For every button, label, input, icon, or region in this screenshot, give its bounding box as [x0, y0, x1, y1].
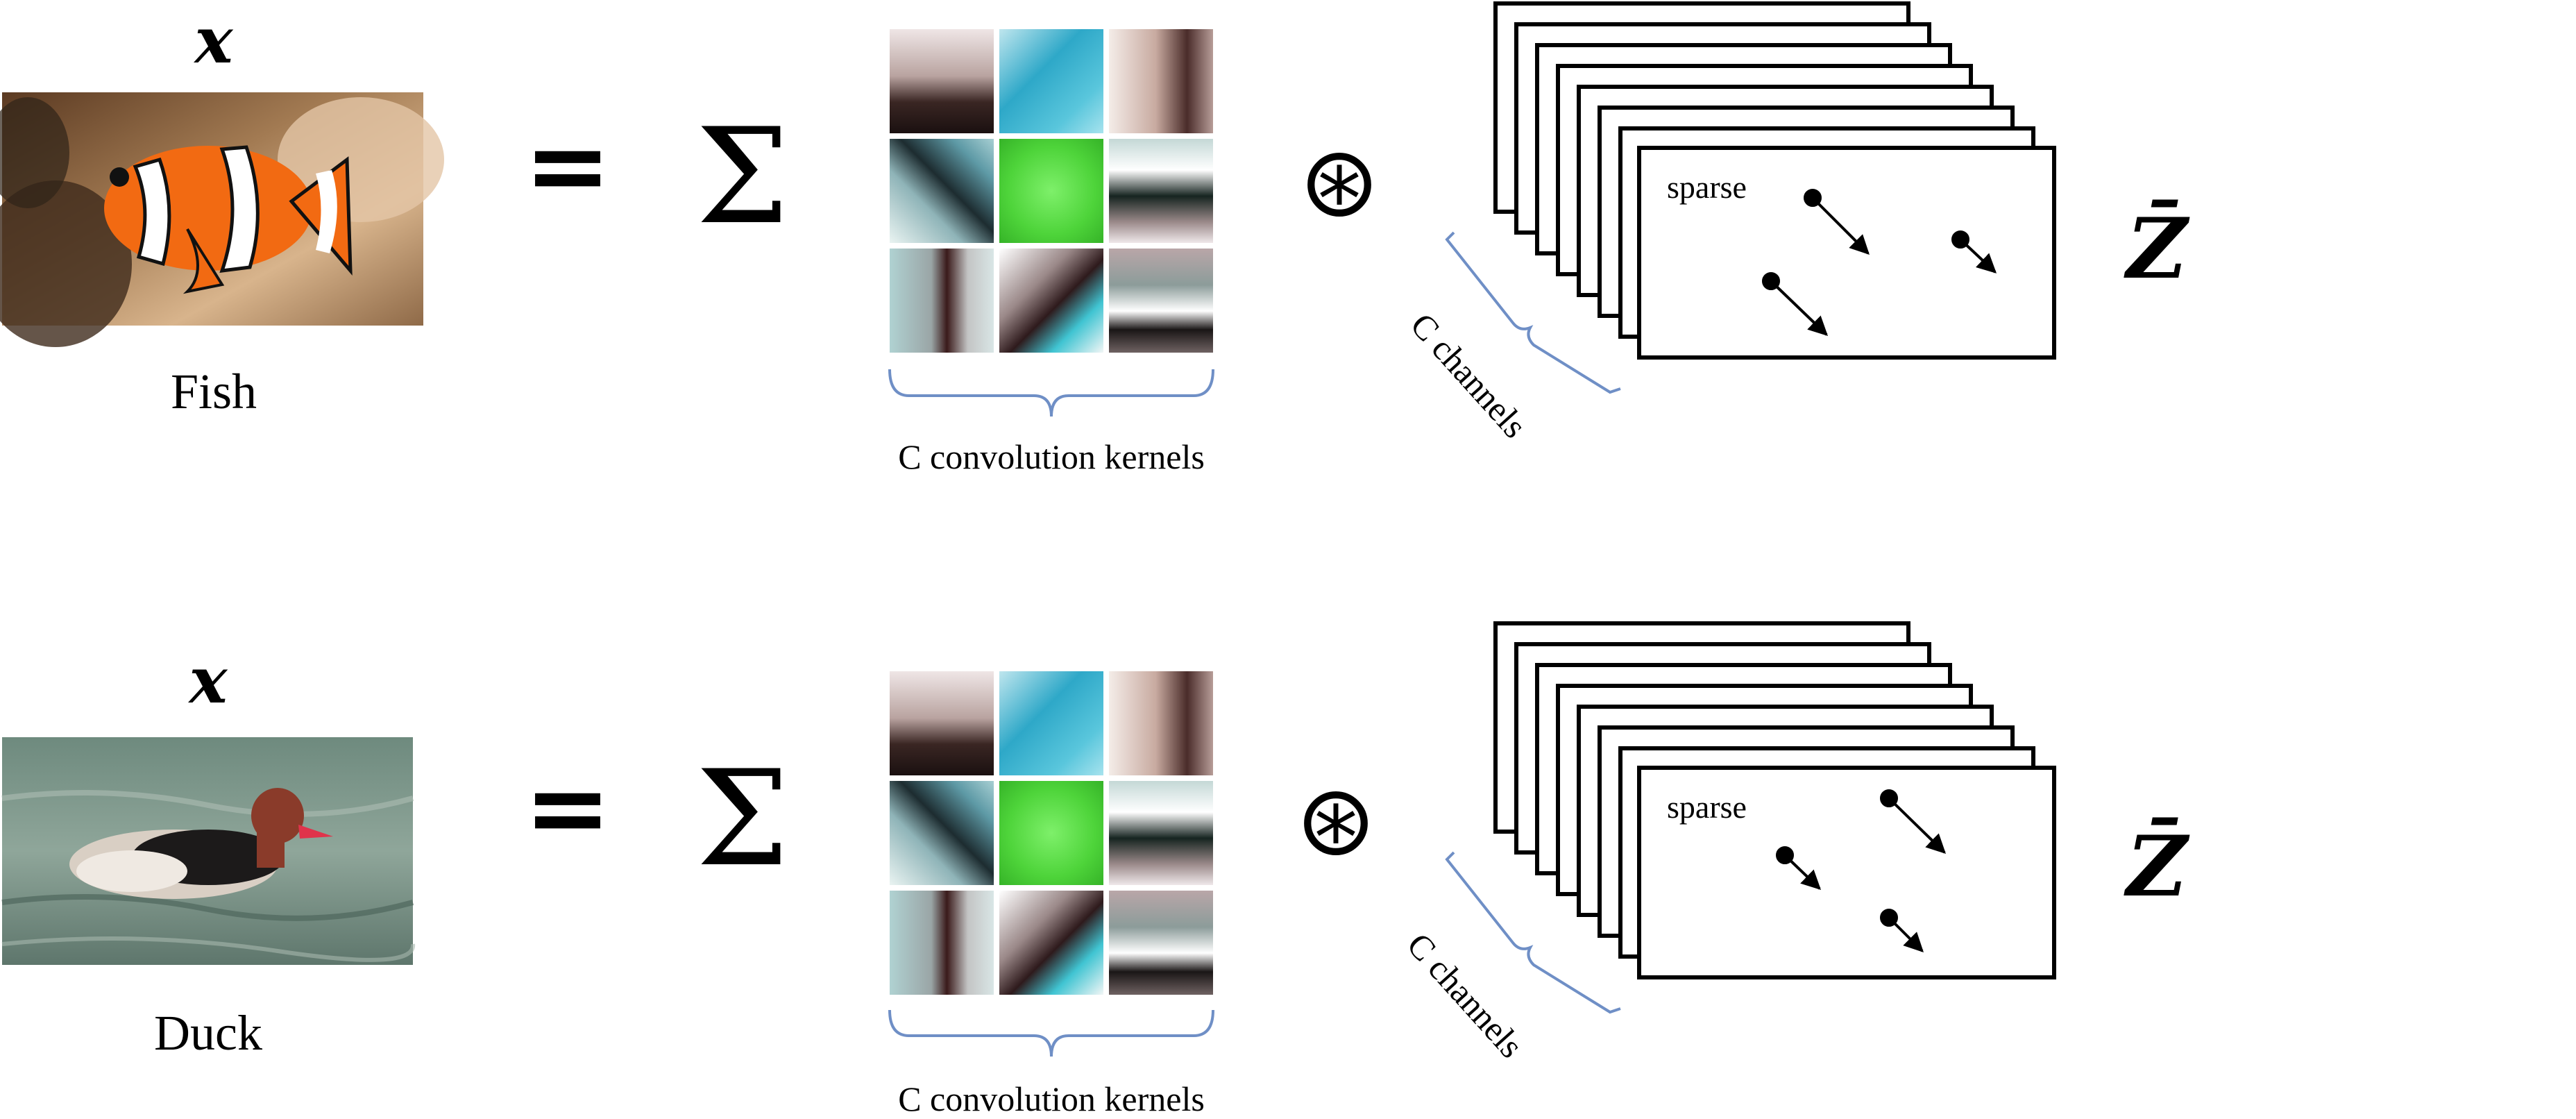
- image-label-fish: Fish: [171, 364, 257, 419]
- kernels-brace: [888, 369, 1214, 417]
- kernel-3: [1109, 671, 1213, 775]
- duck-image: [1, 737, 416, 965]
- channels-brace: [1445, 231, 1621, 394]
- image-label-duck: Duck: [154, 1005, 262, 1061]
- kernels-brace: [888, 1009, 1214, 1057]
- sum-symbol: Σ: [696, 100, 789, 253]
- channels-label: C channels: [1400, 925, 1531, 1066]
- output-variable-zbar: Z̄: [2124, 816, 2190, 916]
- convolution-operator: ⊛: [1295, 764, 1376, 877]
- output-variable-zbar: Z̄: [2124, 199, 2190, 298]
- sparse-label: sparse: [1667, 789, 1747, 825]
- kernel-2: [999, 29, 1103, 133]
- kernel-6: [1109, 139, 1213, 243]
- kernel-1: [890, 671, 994, 775]
- equals-sign: =: [524, 748, 611, 868]
- kernel-8: [999, 249, 1103, 353]
- row-duck: x Duck = Σ: [1, 621, 2190, 1118]
- kernels-label: C convolution kernels: [898, 437, 1205, 476]
- kernel-4: [890, 781, 994, 885]
- sparse-arrows: [1776, 789, 1947, 952]
- kernel-2: [999, 671, 1103, 775]
- kernels-label: C convolution kernels: [898, 1079, 1205, 1118]
- convolution-operator: ⊛: [1298, 126, 1380, 239]
- kernel-5: [999, 781, 1103, 885]
- kernel-6: [1109, 781, 1213, 885]
- kernel-9: [1109, 891, 1213, 995]
- kernel-grid: [890, 29, 1213, 353]
- fish-image: [0, 92, 444, 347]
- kernel-9: [1109, 249, 1213, 353]
- sum-symbol: Σ: [696, 742, 789, 895]
- kernel-4: [890, 139, 994, 243]
- front-channel: [1637, 766, 2056, 979]
- row-fish: x Fish = Σ: [0, 1, 2190, 476]
- kernel-grid: [890, 671, 1213, 995]
- input-variable-x: x: [194, 3, 234, 78]
- channels-brace: [1445, 851, 1621, 1014]
- kernel-7: [890, 249, 994, 353]
- input-variable-x: x: [188, 643, 228, 718]
- sparse-arrows: [1762, 189, 1997, 336]
- kernel-5: [999, 139, 1103, 243]
- equals-sign: =: [524, 106, 611, 226]
- sparse-label: sparse: [1667, 169, 1747, 205]
- kernel-3: [1109, 29, 1213, 133]
- kernel-1: [890, 29, 994, 133]
- kernel-8: [999, 891, 1103, 995]
- kernel-7: [890, 891, 994, 995]
- front-channel: [1637, 146, 2056, 360]
